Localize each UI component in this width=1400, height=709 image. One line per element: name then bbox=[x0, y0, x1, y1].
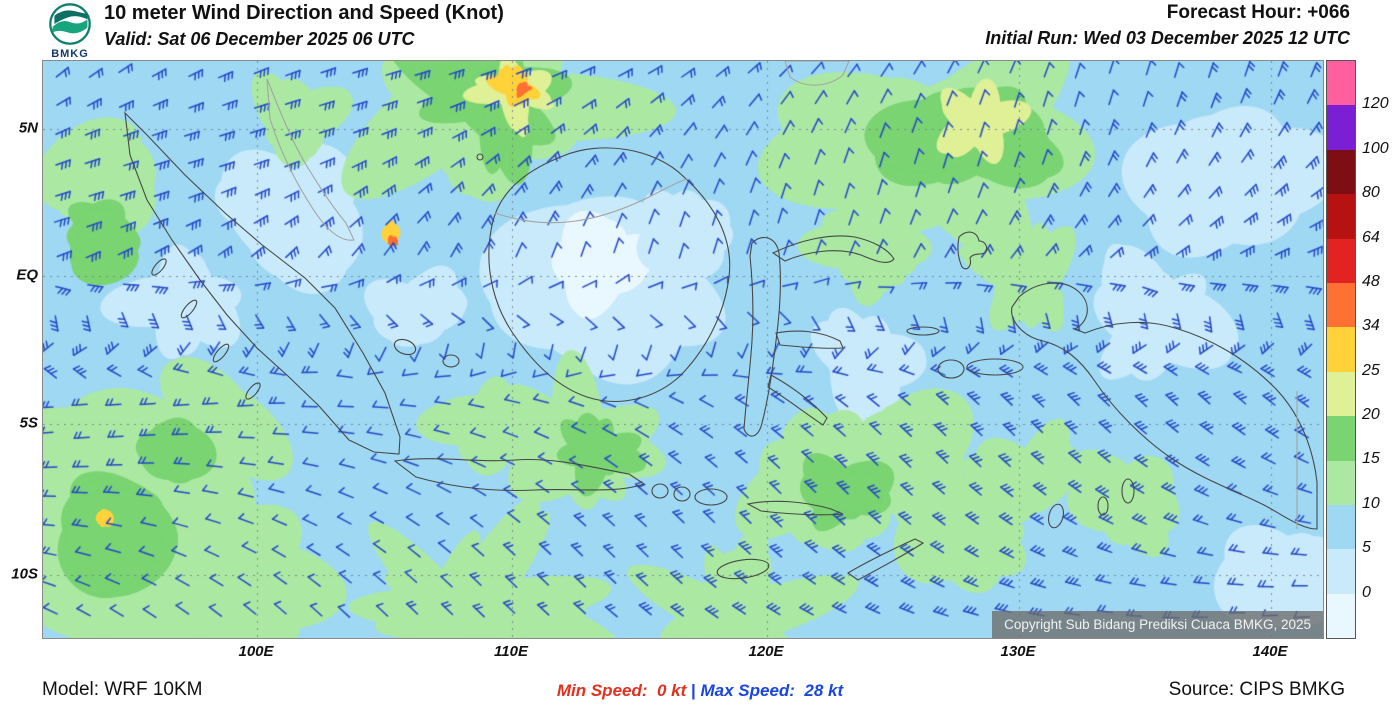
colorbar-segment bbox=[1327, 549, 1355, 594]
header-left: 10 meter Wind Direction and Speed (Knot)… bbox=[104, 2, 504, 50]
colorbar-label: 5 bbox=[1362, 539, 1371, 557]
colorbar-label: 10 bbox=[1362, 494, 1380, 512]
forecast-hour-label: Forecast Hour: +066 bbox=[1166, 2, 1350, 23]
source-label: Source: CIPS BMKG bbox=[1168, 679, 1345, 700]
colorbar-label: 64 bbox=[1362, 228, 1380, 246]
colorbar-segment bbox=[1327, 504, 1355, 550]
lon-tick-label: 100E bbox=[238, 643, 274, 660]
colorbar-label: 100 bbox=[1362, 139, 1389, 157]
colorbar-segment bbox=[1327, 282, 1355, 328]
colorbar-label: 15 bbox=[1362, 450, 1380, 468]
lon-tick-label: 120E bbox=[748, 643, 784, 660]
bmkg-logo-label: BMKG bbox=[51, 48, 89, 60]
colorbar-segment bbox=[1327, 149, 1355, 195]
colorbar-segment bbox=[1327, 593, 1355, 639]
bmkg-logo: BMKG bbox=[44, 2, 96, 60]
page-title: 10 meter Wind Direction and Speed (Knot) bbox=[104, 2, 504, 24]
colorbar-label: 80 bbox=[1362, 184, 1380, 202]
colorbar-label: 48 bbox=[1362, 272, 1380, 290]
colorbar-segment bbox=[1327, 371, 1355, 417]
colorbar-segment bbox=[1327, 105, 1355, 150]
valid-time-label: Valid: Sat 06 December 2025 06 UTC bbox=[104, 29, 415, 49]
lat-tick-label: 10S bbox=[11, 565, 38, 583]
initial-run-label: Initial Run: Wed 03 December 2025 12 UTC bbox=[985, 28, 1350, 48]
min-speed-label: Min Speed: 0 kt bbox=[556, 681, 687, 700]
bmkg-logo-icon bbox=[49, 3, 91, 45]
colorbar-label: 34 bbox=[1362, 317, 1380, 335]
copyright-overlay: Copyright Sub Bidang Prediksi Cuaca BMKG… bbox=[992, 611, 1323, 638]
speed-separator: | bbox=[686, 681, 701, 700]
model-label: Model: WRF 10KM bbox=[42, 679, 203, 700]
lon-tick-label: 110E bbox=[494, 643, 528, 660]
wind-speed-colorbar bbox=[1326, 60, 1356, 639]
colorbar-segment bbox=[1327, 194, 1355, 239]
colorbar-label: 120 bbox=[1362, 95, 1389, 113]
colorbar-segment bbox=[1327, 460, 1355, 505]
speed-summary: Min Speed: 0 kt | Max Speed: 28 kt bbox=[557, 681, 843, 701]
header-right: Forecast Hour: +066 Initial Run: Wed 03 … bbox=[985, 2, 1350, 49]
lat-tick-label: 5N bbox=[18, 119, 38, 137]
colorbar-segment bbox=[1327, 416, 1355, 461]
colorbar-segment bbox=[1327, 238, 1355, 283]
colorbar-label: 20 bbox=[1362, 406, 1380, 424]
colorbar-label: 0 bbox=[1362, 583, 1371, 601]
colorbar-segment bbox=[1327, 327, 1355, 372]
lon-tick-label: 140E bbox=[1252, 643, 1288, 660]
max-speed-label: Max Speed: 28 kt bbox=[700, 681, 844, 700]
lat-tick-label: EQ bbox=[16, 266, 38, 284]
wind-map: Copyright Sub Bidang Prediksi Cuaca BMKG… bbox=[42, 60, 1324, 639]
wind-map-canvas bbox=[43, 61, 1323, 638]
colorbar-segment bbox=[1327, 61, 1355, 106]
colorbar-label: 25 bbox=[1362, 361, 1380, 379]
lon-tick-label: 130E bbox=[1000, 643, 1036, 660]
lat-tick-label: 5S bbox=[19, 414, 38, 432]
